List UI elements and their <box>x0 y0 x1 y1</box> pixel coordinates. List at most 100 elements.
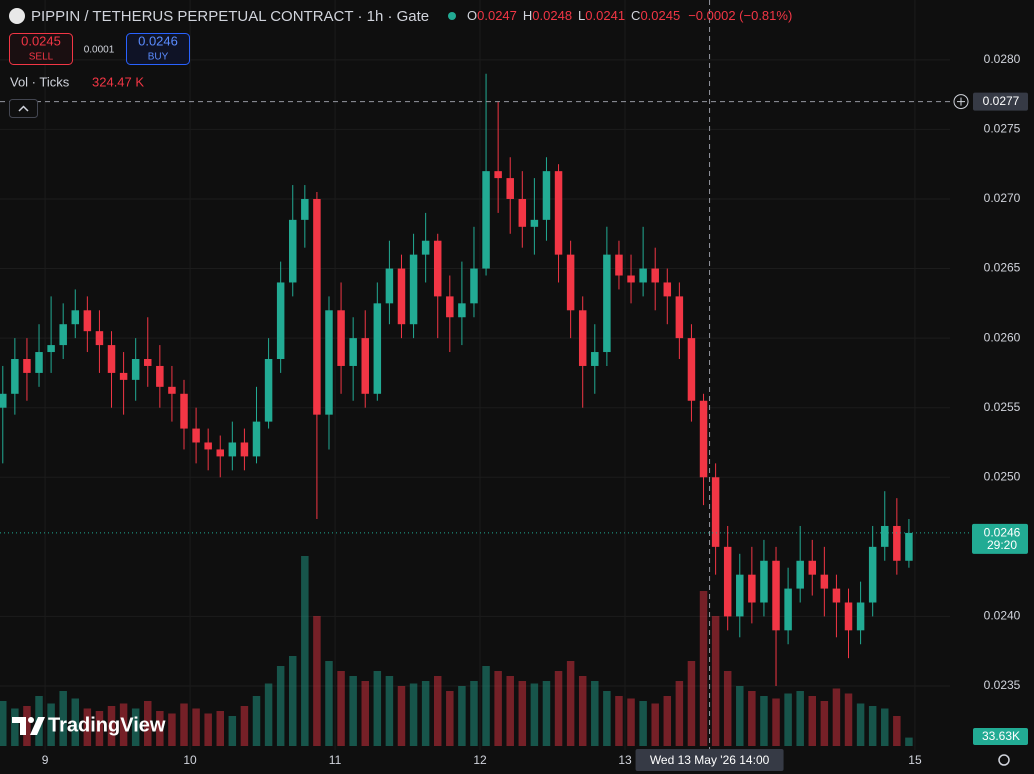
sell-label: SELL <box>29 52 54 63</box>
candle-body <box>216 449 224 457</box>
x-tick-label: 9 <box>42 753 49 767</box>
watermark-icon <box>30 717 45 735</box>
x-tick-label: 15 <box>908 753 922 767</box>
volume-bar <box>409 683 418 746</box>
crosshair-time-box <box>635 749 784 771</box>
collapse-button[interactable] <box>9 99 38 118</box>
crosshair-price-box <box>973 92 1028 111</box>
volume-bar <box>47 703 55 746</box>
watermark-icon <box>12 717 26 735</box>
candle-body <box>301 198 309 220</box>
candle-body <box>627 275 635 283</box>
volume-bar <box>144 701 152 746</box>
volume-layer <box>0 556 913 746</box>
volume-bar <box>796 691 804 746</box>
grid-layer: 0.0280 0.0275 0.0270 0.0265 0.0260 0.0255 0.02… <box>0 0 1021 767</box>
ohlc-change: −0.0002 (−0.81%) <box>688 8 792 23</box>
candle-body <box>361 338 369 394</box>
volume-bar <box>748 691 756 746</box>
volume-bar <box>276 666 285 746</box>
candle-body <box>131 358 140 380</box>
candle-body <box>325 310 333 415</box>
volume-bar <box>59 691 67 746</box>
volume-bar <box>591 681 599 746</box>
candle-layer <box>0 73 913 686</box>
candle-body <box>723 546 732 617</box>
candle-body <box>663 282 672 297</box>
volume-bar <box>119 703 128 746</box>
volume-bar <box>264 683 273 746</box>
last-price-box <box>972 523 1028 554</box>
candle-body <box>71 310 80 325</box>
volume-bar <box>603 691 611 746</box>
volume-bar <box>228 716 237 746</box>
candle-body <box>144 358 152 366</box>
volume-bar <box>699 591 708 746</box>
candle-body <box>578 310 587 366</box>
volume-bar <box>397 686 406 746</box>
volume-bar <box>627 698 635 746</box>
x-tick-label: 10 <box>183 753 197 767</box>
last-price-label: 0.0246 <box>984 526 1021 540</box>
volume-bar <box>107 706 116 746</box>
candle-body <box>639 268 647 283</box>
sell-button[interactable] <box>9 33 73 65</box>
crosshair-time-label: Wed 13 May '26 14:00 <box>650 753 770 767</box>
volume-bar <box>905 737 913 746</box>
candle-body <box>458 303 466 318</box>
volume-bar <box>675 681 684 746</box>
buy-button[interactable] <box>126 33 190 65</box>
candle-body <box>808 560 817 575</box>
candle-body <box>772 560 780 631</box>
volume-bar <box>760 696 768 746</box>
candle-body <box>675 296 684 339</box>
volume-bar <box>180 703 188 746</box>
settings-icon[interactable] <box>998 754 1010 766</box>
volume-bar <box>337 671 345 746</box>
volume-bar <box>325 661 333 746</box>
countdown: 29:20 <box>987 538 1017 552</box>
crosshair-add-icon <box>957 97 965 106</box>
volume-bar <box>204 713 212 746</box>
volume-label: 33.63K <box>982 729 1020 743</box>
candle-body <box>736 574 744 617</box>
candle-body <box>881 525 889 547</box>
volume-bar <box>23 706 31 746</box>
candle-body <box>844 602 853 631</box>
candle-body <box>276 282 285 359</box>
volume-bar <box>663 696 672 746</box>
y-tick-label: 0.0265 <box>984 261 1021 275</box>
candle-body <box>820 574 829 589</box>
volume-label-box <box>973 728 1028 745</box>
volume-bar <box>893 716 901 746</box>
candle-body <box>615 254 623 276</box>
volume-bar <box>373 671 382 746</box>
x-tick-label: 12 <box>473 753 487 767</box>
candle-body <box>119 372 128 380</box>
candle-body <box>264 358 273 422</box>
candle-body <box>760 560 768 603</box>
candle-body <box>11 358 19 394</box>
spread: 0.0001 <box>84 45 115 56</box>
symbol-logo <box>9 8 25 24</box>
candle-body <box>518 198 527 227</box>
candle-body <box>83 310 92 332</box>
volume-bar <box>433 676 442 746</box>
buy-label: BUY <box>148 52 169 63</box>
candle-body <box>433 240 442 297</box>
ohlc-legend: O0.0247 H0.0248 L0.0241 C0.0245 −0.0002 (−0.… <box>467 8 792 23</box>
candle-body <box>349 338 357 366</box>
candle-body <box>313 198 321 415</box>
candle-body <box>687 338 696 401</box>
ohlc-key: C <box>631 8 640 23</box>
candle-body <box>591 352 599 366</box>
y-tick-label: 0.0240 <box>984 609 1021 623</box>
candle-body <box>385 268 394 304</box>
volume-bar <box>95 711 104 746</box>
market-status <box>448 12 456 20</box>
candle-body <box>409 254 418 325</box>
volume-bar <box>711 616 720 746</box>
candle-body <box>796 560 804 589</box>
